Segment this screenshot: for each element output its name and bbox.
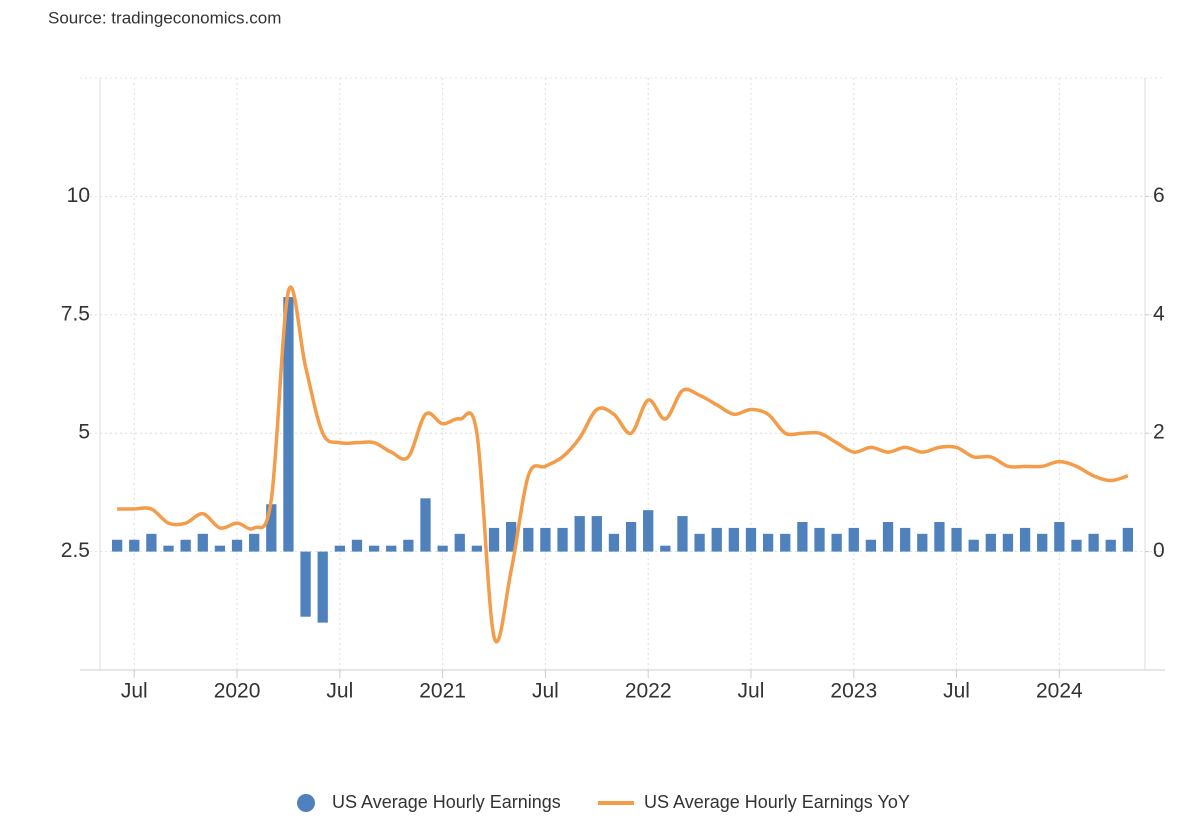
bar: [1054, 522, 1065, 552]
bar: [300, 551, 311, 617]
y2-tick-label: 0: [1153, 539, 1165, 562]
bar: [694, 533, 705, 552]
y-tick-label: 10: [67, 184, 90, 207]
bar: [625, 522, 637, 552]
bar: [882, 522, 894, 552]
bar: [968, 539, 979, 552]
legend-symbol: [297, 794, 315, 812]
bar: [557, 527, 568, 552]
bar: [163, 545, 174, 552]
bar: [523, 527, 534, 552]
bar: [1071, 539, 1082, 552]
bar: [831, 533, 842, 552]
y2-tick-label: 6: [1153, 184, 1165, 207]
y-tick-label: 5: [78, 421, 90, 444]
bar: [488, 527, 500, 552]
bar: [334, 545, 345, 552]
bar: [214, 545, 226, 552]
bar: [643, 510, 654, 552]
bar: [420, 498, 431, 552]
bar: [900, 527, 911, 552]
bar: [454, 533, 465, 552]
legend-label: US Average Hourly Earnings: [332, 792, 561, 812]
bar: [608, 533, 620, 552]
x-tick-label: 2021: [419, 680, 466, 703]
bar: [1088, 533, 1099, 552]
bar: [848, 527, 859, 552]
y-tick-label: 2.5: [61, 539, 90, 562]
x-tick-label: 2023: [830, 680, 877, 703]
bar: [951, 527, 962, 552]
bar: [146, 533, 157, 552]
bar: [111, 539, 123, 552]
y2-tick-label: 4: [1153, 302, 1165, 325]
source: Source: tradingeconomics.com: [48, 8, 281, 27]
bar: [1122, 527, 1134, 552]
bar: [797, 522, 808, 552]
bar: [660, 545, 671, 552]
x-tick-label: Jul: [738, 680, 765, 703]
bar: [814, 527, 825, 552]
y-tick-label: 7.5: [61, 302, 90, 325]
bar: [249, 533, 260, 552]
bar: [934, 522, 945, 552]
x-tick-label: 2024: [1036, 680, 1083, 703]
bar: [471, 545, 483, 552]
bar: [1037, 533, 1048, 552]
legend-label: US Average Hourly Earnings YoY: [644, 792, 910, 812]
bar: [780, 533, 791, 552]
bar: [317, 551, 328, 623]
bar: [728, 527, 739, 552]
bar: [386, 545, 397, 552]
bar: [591, 516, 602, 552]
y2-tick-label: 2: [1153, 421, 1165, 444]
bar: [865, 539, 877, 552]
bar: [574, 516, 585, 552]
x-tick-label: Jul: [532, 680, 559, 703]
bar: [368, 545, 380, 552]
bar: [1019, 527, 1031, 552]
bar: [677, 516, 688, 552]
bar: [129, 539, 140, 552]
bar: [283, 297, 294, 552]
bar: [1105, 539, 1116, 552]
bar: [437, 545, 448, 552]
bar: [231, 539, 243, 552]
x-tick-label: 2020: [214, 680, 261, 703]
bar: [180, 539, 191, 552]
bar: [985, 533, 996, 552]
bar: [917, 533, 928, 552]
x-tick-label: Jul: [121, 680, 148, 703]
x-tick-label: 2022: [625, 680, 672, 703]
x-tick-label: Jul: [943, 680, 970, 703]
bar: [506, 522, 517, 552]
bar: [762, 533, 774, 552]
bar: [745, 527, 757, 552]
bar: [711, 527, 722, 552]
bar: [197, 533, 208, 552]
x-tick-label: Jul: [326, 680, 353, 703]
bar: [266, 504, 277, 552]
bar: [540, 527, 551, 552]
line: [117, 285, 1129, 644]
bar: [351, 539, 363, 552]
bar: [403, 539, 414, 552]
bar: [1002, 533, 1014, 552]
